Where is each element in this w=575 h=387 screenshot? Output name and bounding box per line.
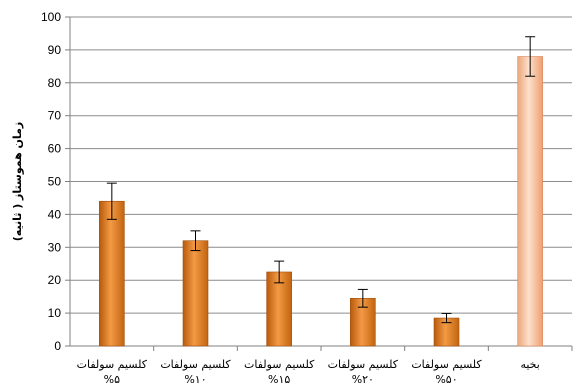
x-tick-label-line: %۱۰ [184, 373, 206, 386]
gridlines [70, 16, 572, 314]
x-tick-label: کلسیم سولفات %۵ [77, 358, 148, 386]
x-tick-label-line: کلسیم سولفات [328, 358, 399, 371]
y-axis-label: زمان هموستاز ( ثانیه) [11, 122, 24, 241]
x-tick-label: کلسیم سولفات %۱۰ [160, 358, 231, 386]
bar [266, 271, 292, 347]
x-tick-label-line: بخیه [520, 358, 539, 371]
x-tick-label: کلسیم سولفات %۱۵ [244, 358, 315, 386]
x-tick-label-line: کلسیم سولفات [77, 358, 148, 371]
x-tick-label-line: %۲۰ [352, 373, 374, 386]
y-tick-label: 60 [48, 142, 62, 156]
bar [182, 240, 209, 347]
x-tick-label: کلسیم سولفات %۵۰ [411, 358, 482, 386]
x-tick-label-line: %۱۵ [268, 373, 290, 386]
y-tick-label: 40 [48, 207, 62, 221]
x-tick-label-line: کلسیم سولفات [160, 358, 231, 371]
x-tick-label-line: کلسیم سولفات [244, 358, 315, 371]
x-tick-label-line: %۵۰ [435, 373, 457, 386]
bars [99, 36, 543, 347]
x-tick-label-line: کلسیم سولفات [411, 358, 482, 371]
y-tick-label: 80 [48, 76, 62, 90]
y-tick-label: 70 [48, 109, 62, 123]
y-tick-label: 100 [41, 10, 61, 24]
x-tick-label: کلسیم سولفات %۲۰ [328, 358, 399, 386]
y-tick-label: 20 [48, 273, 62, 287]
y-tick-label: 50 [48, 175, 62, 189]
y-tick-label: 0 [54, 339, 61, 353]
y-tick-label: 10 [48, 306, 62, 320]
x-tick-label: بخیه [520, 358, 539, 371]
bar [517, 56, 543, 347]
y-tick-label: 90 [48, 43, 62, 57]
axes [65, 16, 573, 351]
bar [99, 200, 125, 347]
x-tick-label-line: %۵ [104, 373, 120, 386]
y-tick-label: 30 [48, 240, 62, 254]
